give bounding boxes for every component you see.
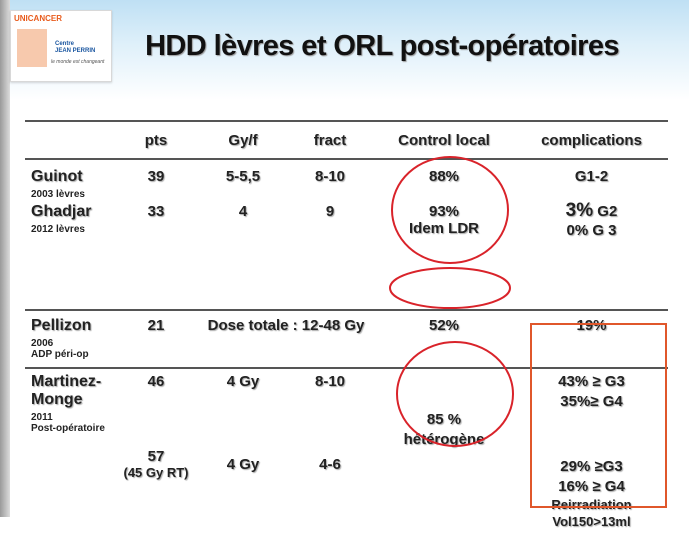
pellizon-pts: 21 — [113, 310, 199, 369]
logo-shape — [17, 29, 47, 67]
row-pellizon: Pellizon 2006 ADP péri-op 21 Dose totale… — [25, 310, 668, 369]
martinez-name2: Monge — [31, 391, 83, 408]
results-table: pts Gy/f fract Control local complicatio… — [25, 120, 668, 543]
pellizon-author: Pellizon 2006 ADP péri-op — [25, 310, 113, 369]
logo-center: Centre JEAN PERRIN — [55, 41, 95, 55]
martinez-pts: 46 57 (45 Gy RT) — [113, 368, 199, 543]
ghadjar-sub: 2012 lèvres — [31, 224, 85, 235]
ghadjar-comp2: 0% G 3 — [566, 222, 617, 239]
guinot-control: 88% — [428, 168, 460, 185]
row-ghadjar: Ghadjar 2012 lèvres 33 4 9 93% Idem LDR … — [25, 200, 668, 311]
pellizon-comp: 19% — [515, 310, 668, 369]
martinez-control1: 85 % — [426, 411, 462, 428]
ghadjar-comp-grade: G2 — [593, 203, 618, 220]
martinez-comp5: Reirradiation — [551, 497, 632, 512]
guinot-fract: 8-10 — [314, 168, 346, 185]
logo-signature: le monde est changeant — [51, 59, 105, 65]
martinez-gyf2: 4 Gy — [226, 456, 260, 473]
header-fract: fract — [287, 120, 373, 160]
martinez-comp6: Vol150>13ml — [552, 514, 631, 529]
pellizon-sub2: ADP péri-op — [31, 349, 89, 360]
left-stripe — [0, 0, 10, 517]
pellizon-dose: Dose totale : 12-48 Gy — [199, 310, 373, 369]
ghadjar-comp-value: 3% — [565, 200, 594, 221]
ghadjar-pts: 33 — [113, 200, 199, 311]
header-control: Control local — [373, 120, 515, 160]
page-title: HDD lèvres et ORL post-opératoires — [145, 30, 619, 62]
guinot-gyf: 5-5,5 — [225, 168, 261, 185]
header-pts: pts — [113, 120, 199, 160]
guinot-author: Guinot 2003 lèvres — [25, 159, 113, 200]
header-complications: complications — [515, 120, 668, 160]
guinot-name: Guinot — [31, 168, 83, 185]
martinez-author: Martinez- Monge 2011 Post-opératoire — [25, 368, 113, 543]
logo: UNICANCER Centre JEAN PERRIN le monde es… — [10, 10, 112, 82]
logo-unicancer: UNICANCER — [14, 14, 62, 23]
pellizon-control: 52% — [373, 310, 515, 369]
logo-center-line1: Centre — [55, 41, 75, 47]
martinez-fract1: 8-10 — [314, 373, 346, 390]
martinez-pts2-sub: (45 Gy RT) — [123, 465, 189, 480]
ghadjar-control: 93% Idem LDR — [373, 200, 515, 311]
martinez-name1: Martinez- — [31, 373, 102, 390]
pellizon-sub1: 2006 — [31, 338, 54, 349]
martinez-comp4: 16% ≥ G4 — [558, 478, 625, 495]
guinot-comp: G1-2 — [574, 168, 609, 185]
logo-center-line2: JEAN PERRIN — [55, 48, 96, 54]
guinot-pts: 39 — [147, 168, 165, 185]
header-row: pts Gy/f fract Control local complicatio… — [25, 120, 668, 160]
ghadjar-comp: 3% G2 0% G 3 — [515, 200, 668, 311]
martinez-gyf: 4 Gy 4 Gy — [199, 368, 287, 543]
ghadjar-fract: 9 — [287, 200, 373, 311]
guinot-sub: 2003 lèvres — [31, 189, 85, 200]
martinez-fract: 8-10 4-6 — [287, 368, 373, 543]
ghadjar-gyf: 4 — [199, 200, 287, 311]
ghadjar-control-value: 93% — [428, 203, 460, 220]
martinez-control2: hétérogène — [403, 431, 485, 448]
ghadjar-name: Ghadjar — [31, 203, 92, 220]
martinez-fract2: 4-6 — [319, 456, 341, 473]
header-gradient — [0, 0, 689, 100]
header-empty — [25, 120, 113, 160]
header-gyf: Gy/f — [199, 120, 287, 160]
ghadjar-author: Ghadjar 2012 lèvres — [25, 200, 113, 311]
martinez-sub1: 2011 — [31, 412, 53, 423]
martinez-gyf1: 4 Gy — [226, 373, 260, 390]
martinez-pts2: 57 — [147, 448, 165, 465]
ghadjar-control-note: Idem LDR — [408, 220, 479, 237]
pellizon-name: Pellizon — [31, 317, 92, 334]
martinez-comp3: 29% ≥G3 — [560, 458, 623, 475]
martinez-comp2: 35%≥ G4 — [560, 393, 623, 410]
martinez-sub2: Post-opératoire — [31, 423, 105, 434]
row-guinot: Guinot 2003 lèvres 39 5-5,5 8-10 88% G1-… — [25, 159, 668, 200]
martinez-comp1: 43% ≥ G3 — [558, 373, 625, 390]
martinez-pts1: 46 — [147, 373, 165, 390]
